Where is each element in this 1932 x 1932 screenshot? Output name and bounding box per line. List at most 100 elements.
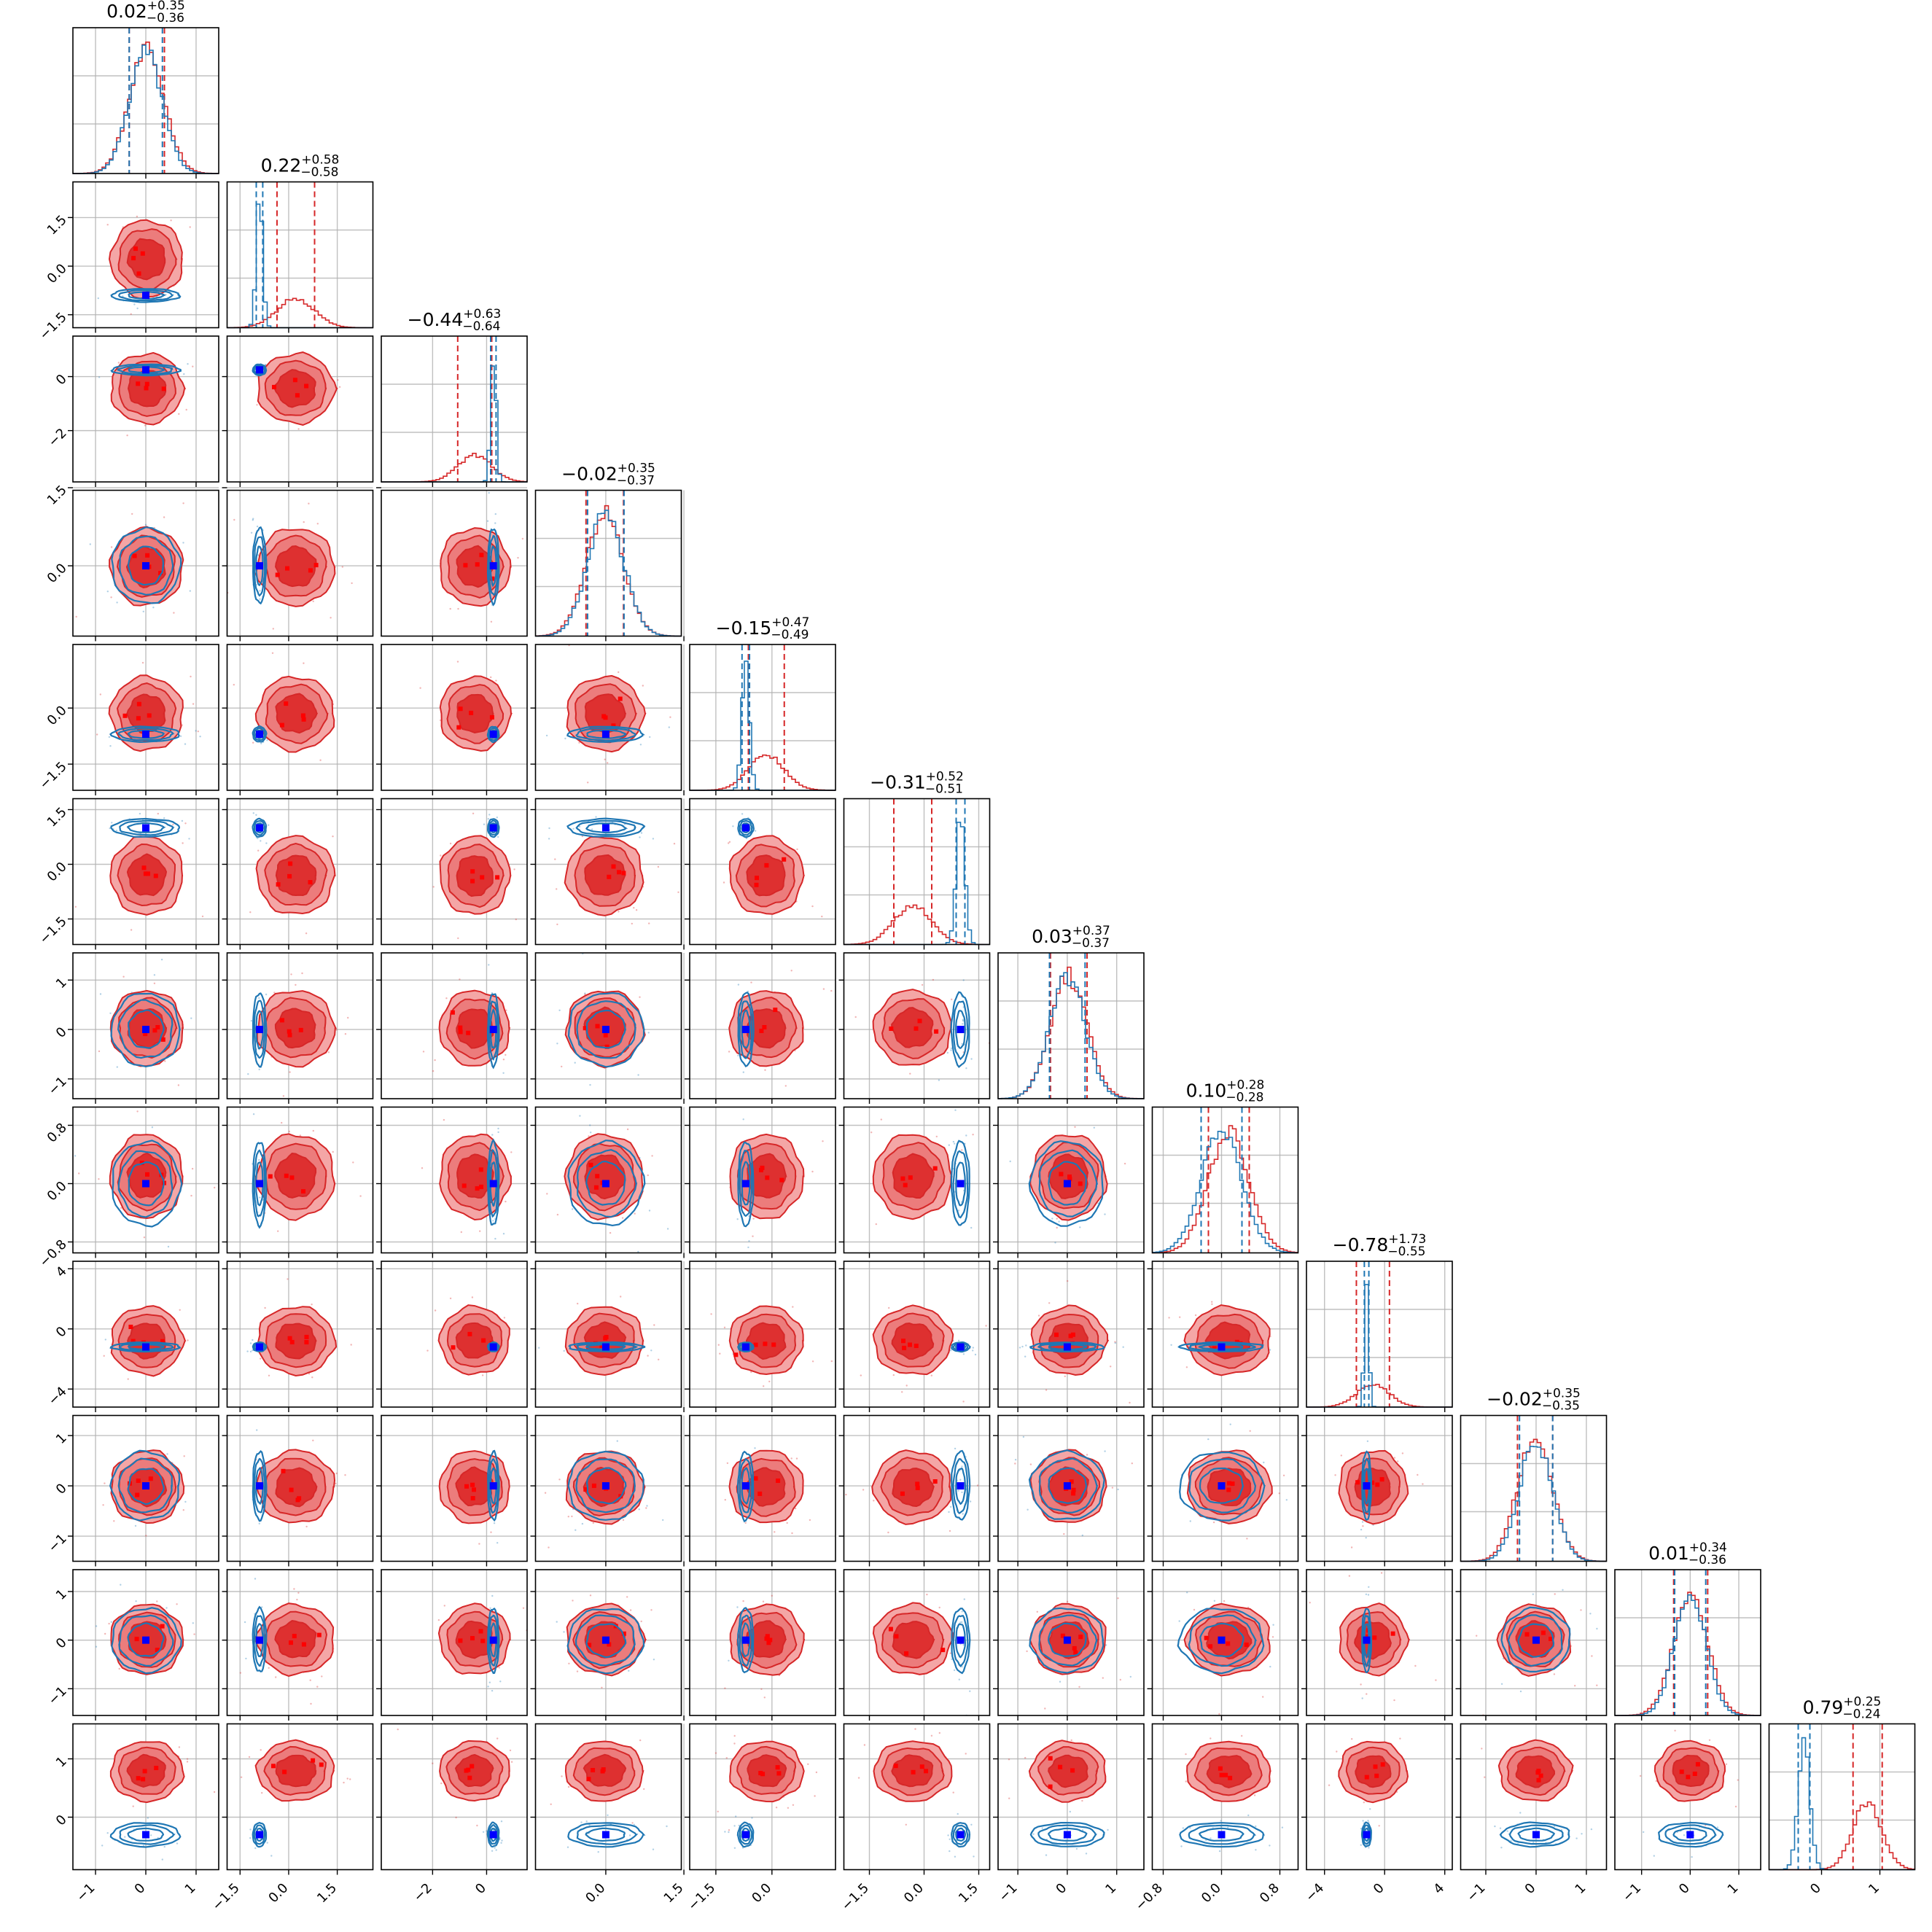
red-sample-point [1655,1780,1657,1783]
red-sample-point [786,1522,788,1524]
blue-sample-point [949,1506,952,1508]
blue-sample-point [153,974,156,976]
blue-center-marker [1363,1636,1371,1644]
red-sample-point [642,685,644,687]
blue-contour-inner [1197,1344,1244,1351]
blue-contour-inner [955,1468,967,1506]
blue-center-marker [601,1343,609,1351]
blue-contour-outer [486,818,500,838]
red-mode-marker [479,1184,483,1189]
blue-sample-point [1014,1459,1017,1461]
red-mode-marker [145,1172,149,1177]
blue-sample-point [116,1066,118,1068]
blue-sample-point [647,1032,650,1034]
blue-contour-inner [955,1827,967,1842]
red-mode-marker [128,1325,133,1329]
panel-3-1: −20 [45,335,219,487]
red-sample-point [648,922,650,924]
red-mode-marker [131,1339,136,1344]
red-sample-point [1168,1317,1170,1319]
blue-contour-outer [252,817,268,838]
red-mode-marker [152,1028,157,1033]
blue-sample-point [1207,1438,1210,1441]
blue-sample-point [1532,1593,1534,1595]
red-sample-point [1024,1756,1027,1759]
x-tick-label: 0.0 [583,1880,608,1906]
blue-sample-point [595,816,597,818]
red-sample-point [791,1532,793,1535]
red-mode-marker [1540,1630,1546,1635]
blue-sample-point [104,1339,106,1341]
blue-contour-outer [568,1341,646,1353]
red-sample-point [647,1355,649,1357]
blue-contour-mid [119,1824,176,1845]
red-mode-marker [160,1037,165,1042]
y-tick-label: 0.0 [44,703,70,728]
blue-contour-mid [488,819,499,836]
panel-hist-3: −0.44+0.63 −0.64 [381,307,528,487]
red-sample-point [505,1009,507,1011]
red-sample-point [1114,1341,1116,1343]
red-mode-marker [282,1769,287,1775]
blue-sample-point [502,1233,505,1235]
red-mode-marker [490,576,495,581]
red-mode-marker [603,1336,608,1341]
blue-sample-point [1716,1826,1719,1828]
axes-frame [381,1106,528,1254]
red-mode-marker [155,1025,160,1029]
panel-hist-12: 0 10.79+0.25 −0.24 [1768,1695,1916,1897]
panel-9-2 [222,1261,374,1412]
blue-sample-point [959,1479,962,1481]
blue-contour-outer [566,817,646,838]
red-sample-point [191,1167,194,1170]
red-sample-point [309,1679,311,1681]
red-mode-marker [285,566,289,571]
y-tick-label: 1 [53,975,70,992]
y-tick-label: −1.5 [36,759,70,792]
red-mode-marker [276,882,281,887]
red-mode-marker [753,1342,758,1347]
red-sample-point [457,607,459,610]
blue-center-marker [142,824,149,832]
red-sample-point [1044,1403,1045,1405]
axes-frame [997,1106,1145,1254]
red-mode-marker [1058,1764,1063,1769]
red-mode-marker [611,723,616,728]
red-sample-point [774,1531,776,1533]
axes-frame [534,1106,682,1254]
blue-contour-outer [1029,1822,1105,1847]
axes-frame [1460,1414,1608,1562]
blue-sample-point [499,1680,502,1683]
red-sample-point [1350,1546,1353,1549]
red-mode-marker [308,880,313,885]
blue-contour-mid [1037,1824,1097,1845]
red-sample-point [1211,1301,1213,1303]
red-contour-inner [455,1322,494,1359]
red-sample-point [186,1758,189,1760]
blue-sample-point [259,590,261,592]
red-sample-point [794,1507,797,1510]
red-sample-point [629,1609,632,1611]
panel-10-8 [1147,1414,1299,1567]
blue-sample-point [972,1349,974,1352]
red-contour-inner [275,854,317,897]
red-sample-point [1246,1538,1248,1540]
blue-sample-point [1041,1827,1043,1829]
red-sample-point [1596,1684,1598,1686]
red-mode-marker [1069,1479,1074,1484]
blue-sample-point [583,1100,585,1102]
red-mode-marker [288,861,293,866]
red-sample-point [618,911,620,913]
blue-sample-point [563,1349,565,1352]
blue-center-marker [957,1026,965,1034]
blue-sample-point [1021,1345,1024,1348]
axes-frame [1306,1414,1453,1562]
blue-contour-inner [1672,1827,1707,1842]
red-sample-point [814,1795,816,1797]
red-mode-marker [470,1764,475,1769]
blue-sample-point [106,1832,109,1834]
red-sample-point [335,1482,337,1485]
red-sample-point [1328,1784,1331,1786]
red-sample-point [795,1457,798,1460]
blue-sample-point [741,813,744,815]
